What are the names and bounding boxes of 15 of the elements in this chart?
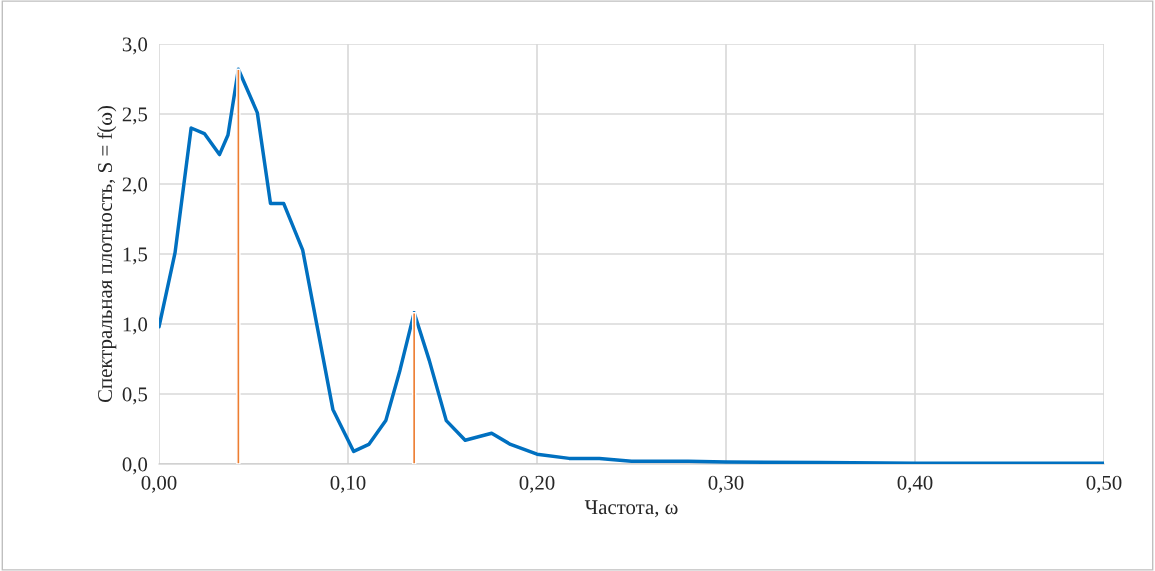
y-tick-label: 2,0 xyxy=(122,177,148,195)
y-tick-label: 3,0 xyxy=(122,37,148,55)
x-tick-label: 0,00 xyxy=(141,475,177,493)
x-axis-title: Частота, ω xyxy=(584,500,678,518)
y-tick-label: 0,5 xyxy=(122,387,148,405)
y-tick-label: 1,0 xyxy=(123,317,148,335)
y-tick-label: 0,0 xyxy=(122,457,148,475)
y-tick-label: 2,5 xyxy=(122,107,148,125)
x-tick-label: 0,40 xyxy=(897,475,933,493)
y-axis-title: Спектральная плотность, S = f(ω) xyxy=(97,106,117,403)
y-tick-label: 1,5 xyxy=(123,247,148,265)
x-tick-label: 0,30 xyxy=(708,475,744,493)
x-tick-label: 0,20 xyxy=(519,475,555,493)
x-tick-label: 0,10 xyxy=(330,475,366,493)
x-tick-label: 0,50 xyxy=(1086,475,1122,493)
